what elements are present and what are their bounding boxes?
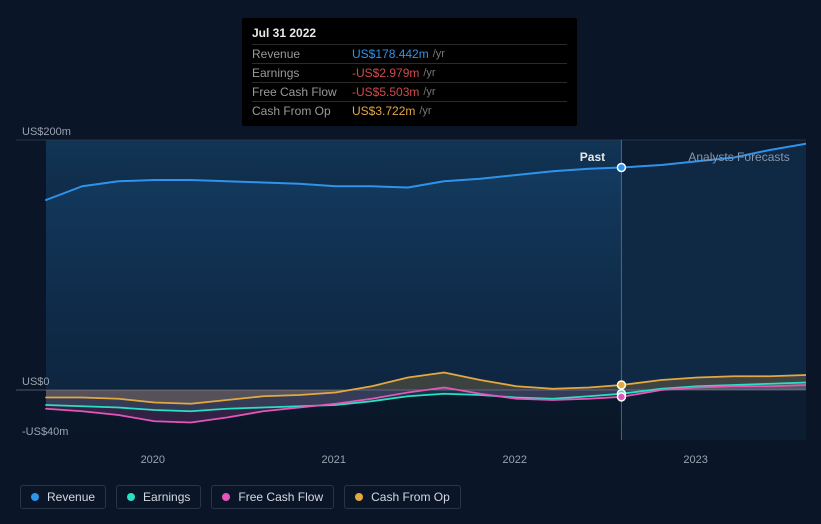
hover-tooltip: Jul 31 2022 Revenue US$178.442m /yr Earn… [242,18,577,126]
tooltip-value: US$3.722m [352,104,415,118]
period-label: Past [580,150,605,164]
tooltip-label: Revenue [252,47,352,61]
tooltip-label: Free Cash Flow [252,85,352,99]
y-axis-label: US$0 [22,376,50,388]
financials-chart[interactable]: US$200mUS$0-US$40m2020202120222023PastAn… [16,120,806,460]
x-axis-label: 2022 [502,454,526,466]
tooltip-suffix: /yr [419,105,431,117]
tooltip-value: US$178.442m [352,47,429,61]
tooltip-suffix: /yr [433,48,445,60]
tooltip-label: Earnings [252,66,352,80]
y-axis-label: US$200m [22,126,71,138]
tooltip-date: Jul 31 2022 [252,24,567,44]
tooltip-row-fcf: Free Cash Flow -US$5.503m /yr [252,82,567,101]
tooltip-suffix: /yr [423,67,435,79]
tooltip-row-earnings: Earnings -US$2.979m /yr [252,63,567,82]
legend-item-revenue[interactable]: Revenue [20,485,106,509]
legend-label: Cash From Op [371,490,450,504]
legend-label: Revenue [47,490,95,504]
legend-dot-icon [31,493,39,501]
x-axis-label: 2021 [322,454,346,466]
tooltip-value: -US$5.503m [352,85,419,99]
legend-item-fcf[interactable]: Free Cash Flow [211,485,334,509]
chart-legend: Revenue Earnings Free Cash Flow Cash Fro… [20,485,461,509]
x-axis-label: 2023 [683,454,707,466]
tooltip-row-cfo: Cash From Op US$3.722m /yr [252,101,567,120]
tooltip-suffix: /yr [423,86,435,98]
x-axis-label: 2020 [141,454,165,466]
legend-dot-icon [127,493,135,501]
chart-svg [16,120,806,460]
period-label: Analysts Forecasts [688,150,789,164]
legend-label: Earnings [143,490,190,504]
tooltip-row-revenue: Revenue US$178.442m /yr [252,44,567,63]
y-axis-label: -US$40m [22,426,68,438]
legend-dot-icon [355,493,363,501]
legend-dot-icon [222,493,230,501]
legend-item-earnings[interactable]: Earnings [116,485,201,509]
legend-label: Free Cash Flow [238,490,323,504]
tooltip-label: Cash From Op [252,104,352,118]
tooltip-value: -US$2.979m [352,66,419,80]
legend-item-cfo[interactable]: Cash From Op [344,485,461,509]
